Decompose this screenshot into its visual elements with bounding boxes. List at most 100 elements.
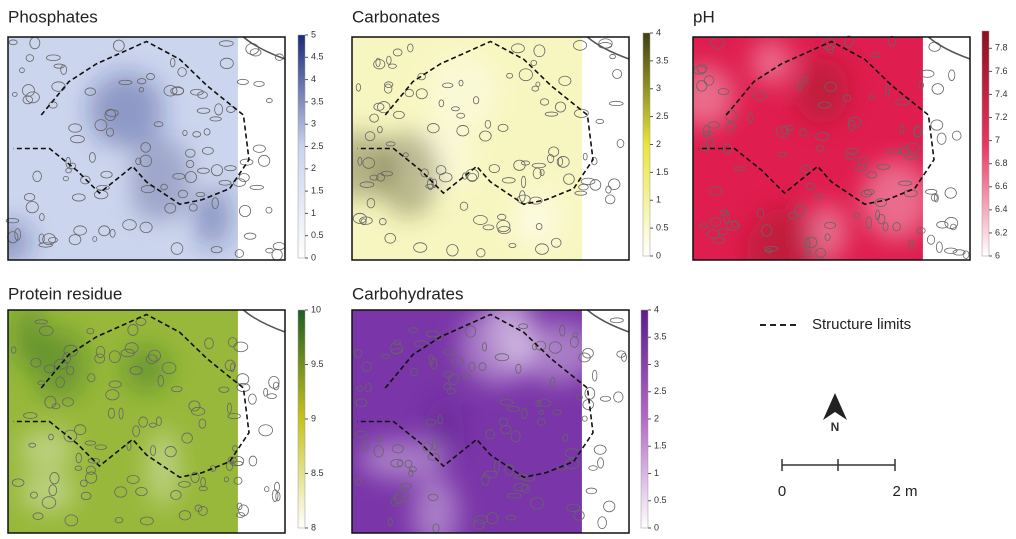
colorbar-tick-label: 7.4 (995, 89, 1008, 99)
stone (114, 516, 124, 524)
stone (239, 158, 254, 166)
stone (177, 189, 188, 199)
stone (209, 116, 222, 122)
stone (518, 68, 533, 82)
stone (696, 63, 708, 74)
stone (899, 146, 911, 156)
blob (809, 203, 848, 260)
colorbar-tick-label: 3 (311, 119, 316, 129)
stone (92, 236, 98, 242)
stone (603, 500, 616, 513)
stone (148, 349, 161, 362)
stone (87, 373, 96, 383)
stone (544, 111, 559, 117)
stone (210, 164, 223, 177)
stone (258, 154, 271, 167)
stones (5, 36, 286, 261)
stone (361, 361, 372, 372)
map (352, 310, 582, 533)
stone (584, 387, 596, 400)
stone (30, 357, 42, 368)
stone (500, 424, 512, 435)
stone (68, 123, 82, 133)
stone (373, 445, 384, 458)
stone (507, 492, 522, 499)
map-frame (351, 309, 630, 534)
blob (12, 310, 45, 368)
stone (550, 377, 556, 388)
stone (41, 496, 57, 509)
stone (258, 424, 273, 437)
legend-label: Structure limits (812, 316, 911, 333)
stone (952, 249, 966, 256)
blob (693, 65, 735, 129)
stone (393, 339, 402, 346)
stone (408, 469, 414, 477)
stone (66, 366, 75, 376)
stone (497, 123, 509, 132)
stone (218, 386, 230, 393)
stone (548, 146, 560, 157)
stone (696, 80, 708, 92)
stone (384, 232, 396, 244)
stone (703, 75, 715, 86)
stone (105, 389, 120, 401)
stone (609, 54, 616, 60)
scale-end: 2 m (892, 483, 917, 500)
stone (355, 83, 362, 92)
stone (127, 324, 139, 336)
stone (427, 123, 440, 134)
stone (135, 487, 148, 497)
stone (887, 147, 902, 155)
stone (171, 386, 183, 393)
colorbar-tick-label: 1 (311, 208, 316, 218)
stone (385, 141, 396, 147)
stone (118, 79, 133, 86)
stone (882, 222, 889, 232)
stone (137, 78, 147, 85)
stone (420, 168, 429, 178)
stone (87, 458, 101, 464)
stone (88, 152, 96, 163)
stone (5, 218, 20, 224)
stone (357, 156, 363, 166)
stone (427, 177, 434, 191)
stone (473, 515, 489, 524)
map-frame (7, 36, 286, 261)
stone (94, 444, 107, 450)
stone (417, 72, 426, 81)
stone (513, 473, 527, 480)
stone (355, 478, 362, 486)
stone (227, 337, 238, 348)
stone (264, 486, 270, 493)
stone (494, 353, 510, 362)
stone (211, 197, 219, 209)
stone (948, 69, 956, 81)
stone (443, 383, 452, 391)
north-label: N (831, 420, 840, 434)
colorbar-tick-label: 0.5 (656, 223, 669, 233)
stone (28, 442, 37, 448)
stone (468, 361, 476, 372)
stone (563, 173, 575, 185)
stone (236, 78, 249, 85)
stone (508, 242, 517, 248)
colorbar-tick-label: 3 (656, 83, 661, 93)
stone (230, 362, 235, 373)
river (586, 309, 630, 333)
stone (930, 119, 944, 131)
stone (519, 190, 526, 203)
stone (722, 143, 733, 155)
stone (73, 225, 87, 236)
stone (595, 118, 605, 124)
colorbar-tick-label: 6.8 (995, 158, 1008, 168)
stone (135, 317, 147, 326)
colorbar-tick-label: 3.5 (654, 332, 667, 342)
stone (747, 112, 753, 124)
stone (161, 361, 177, 374)
stone (926, 234, 936, 245)
stone (359, 216, 373, 225)
stone (85, 465, 96, 475)
stone (575, 394, 583, 401)
stone (539, 168, 545, 177)
